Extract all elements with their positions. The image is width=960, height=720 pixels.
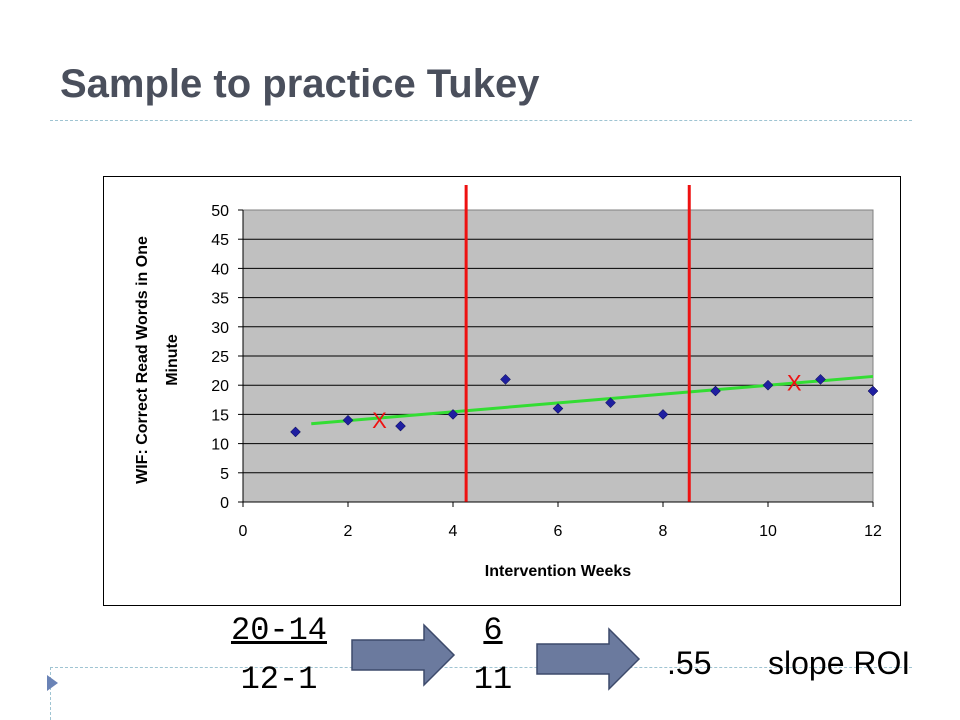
data-point bbox=[710, 385, 721, 397]
data-point bbox=[762, 379, 774, 391]
arrow-shape bbox=[351, 623, 456, 687]
y-tick-label: 0 bbox=[220, 495, 229, 512]
footer-divider bbox=[50, 667, 912, 668]
fraction-two-numerator: 6 bbox=[483, 612, 503, 649]
data-point bbox=[500, 374, 511, 385]
fraction-one: 20-14 12-1 bbox=[214, 612, 344, 698]
x-tick-label: 2 bbox=[344, 523, 353, 540]
data-point bbox=[395, 420, 406, 432]
y-axis-label-line-2: Minute bbox=[164, 334, 181, 386]
x-tick-label: 4 bbox=[449, 523, 458, 540]
slope-result: .55 bbox=[667, 645, 712, 681]
median-marker: X bbox=[787, 370, 802, 395]
data-point bbox=[290, 426, 301, 438]
title-divider bbox=[50, 120, 912, 121]
data-point bbox=[552, 403, 564, 414]
y-tick-label: 20 bbox=[211, 378, 229, 395]
data-point bbox=[815, 374, 826, 385]
x-tick-label: 0 bbox=[239, 523, 248, 540]
x-tick-label: 12 bbox=[864, 523, 882, 540]
y-tick-label: 25 bbox=[211, 349, 229, 366]
y-tick-label: 45 bbox=[211, 232, 229, 249]
scatter-chart: 0 5 10 15 20 25 30 35 40 45 50 0 2 4 6 8 10 12 Interventio… bbox=[134, 185, 882, 580]
slide-title: Sample to practice Tukey bbox=[60, 62, 540, 106]
y-tick-label: 15 bbox=[211, 407, 229, 424]
data-point bbox=[605, 397, 616, 409]
median-marker: X bbox=[372, 408, 387, 433]
x-tick-label: 6 bbox=[554, 523, 563, 540]
trend-line bbox=[311, 374, 874, 426]
right-arrow-icon bbox=[351, 623, 456, 687]
fraction-one-denominator: 12-1 bbox=[240, 661, 318, 698]
y-tick-label: 35 bbox=[211, 291, 229, 308]
chart-frame: 0 5 10 15 20 25 30 35 40 45 50 0 2 4 6 8 10 12 Interventio… bbox=[103, 176, 901, 606]
footer-vertical-divider bbox=[50, 667, 51, 720]
y-axis-label: WIF: Correct Read Words in One bbox=[134, 236, 151, 484]
data-point bbox=[447, 409, 459, 420]
slope-result-label: slope ROI bbox=[768, 645, 911, 681]
y-tick-label: 30 bbox=[211, 320, 229, 337]
fraction-two-denominator: 11 bbox=[473, 661, 513, 698]
x-tick-label: 8 bbox=[659, 523, 668, 540]
y-tick-label: 50 bbox=[211, 203, 229, 220]
right-arrow-icon bbox=[536, 627, 641, 691]
x-axis-label: Intervention Weeks bbox=[485, 563, 632, 580]
x-tick-label: 10 bbox=[759, 523, 777, 540]
y-tick-label: 5 bbox=[220, 466, 229, 483]
fraction-two: 6 11 bbox=[448, 612, 538, 698]
fraction-one-numerator: 20-14 bbox=[230, 612, 327, 649]
bullet-triangle-icon bbox=[47, 675, 58, 691]
y-tick-label: 10 bbox=[211, 437, 229, 454]
data-point bbox=[342, 414, 354, 426]
y-tick-label: 40 bbox=[211, 261, 229, 278]
arrow-shape bbox=[536, 627, 641, 691]
data-point bbox=[867, 385, 879, 397]
data-point bbox=[657, 409, 669, 420]
